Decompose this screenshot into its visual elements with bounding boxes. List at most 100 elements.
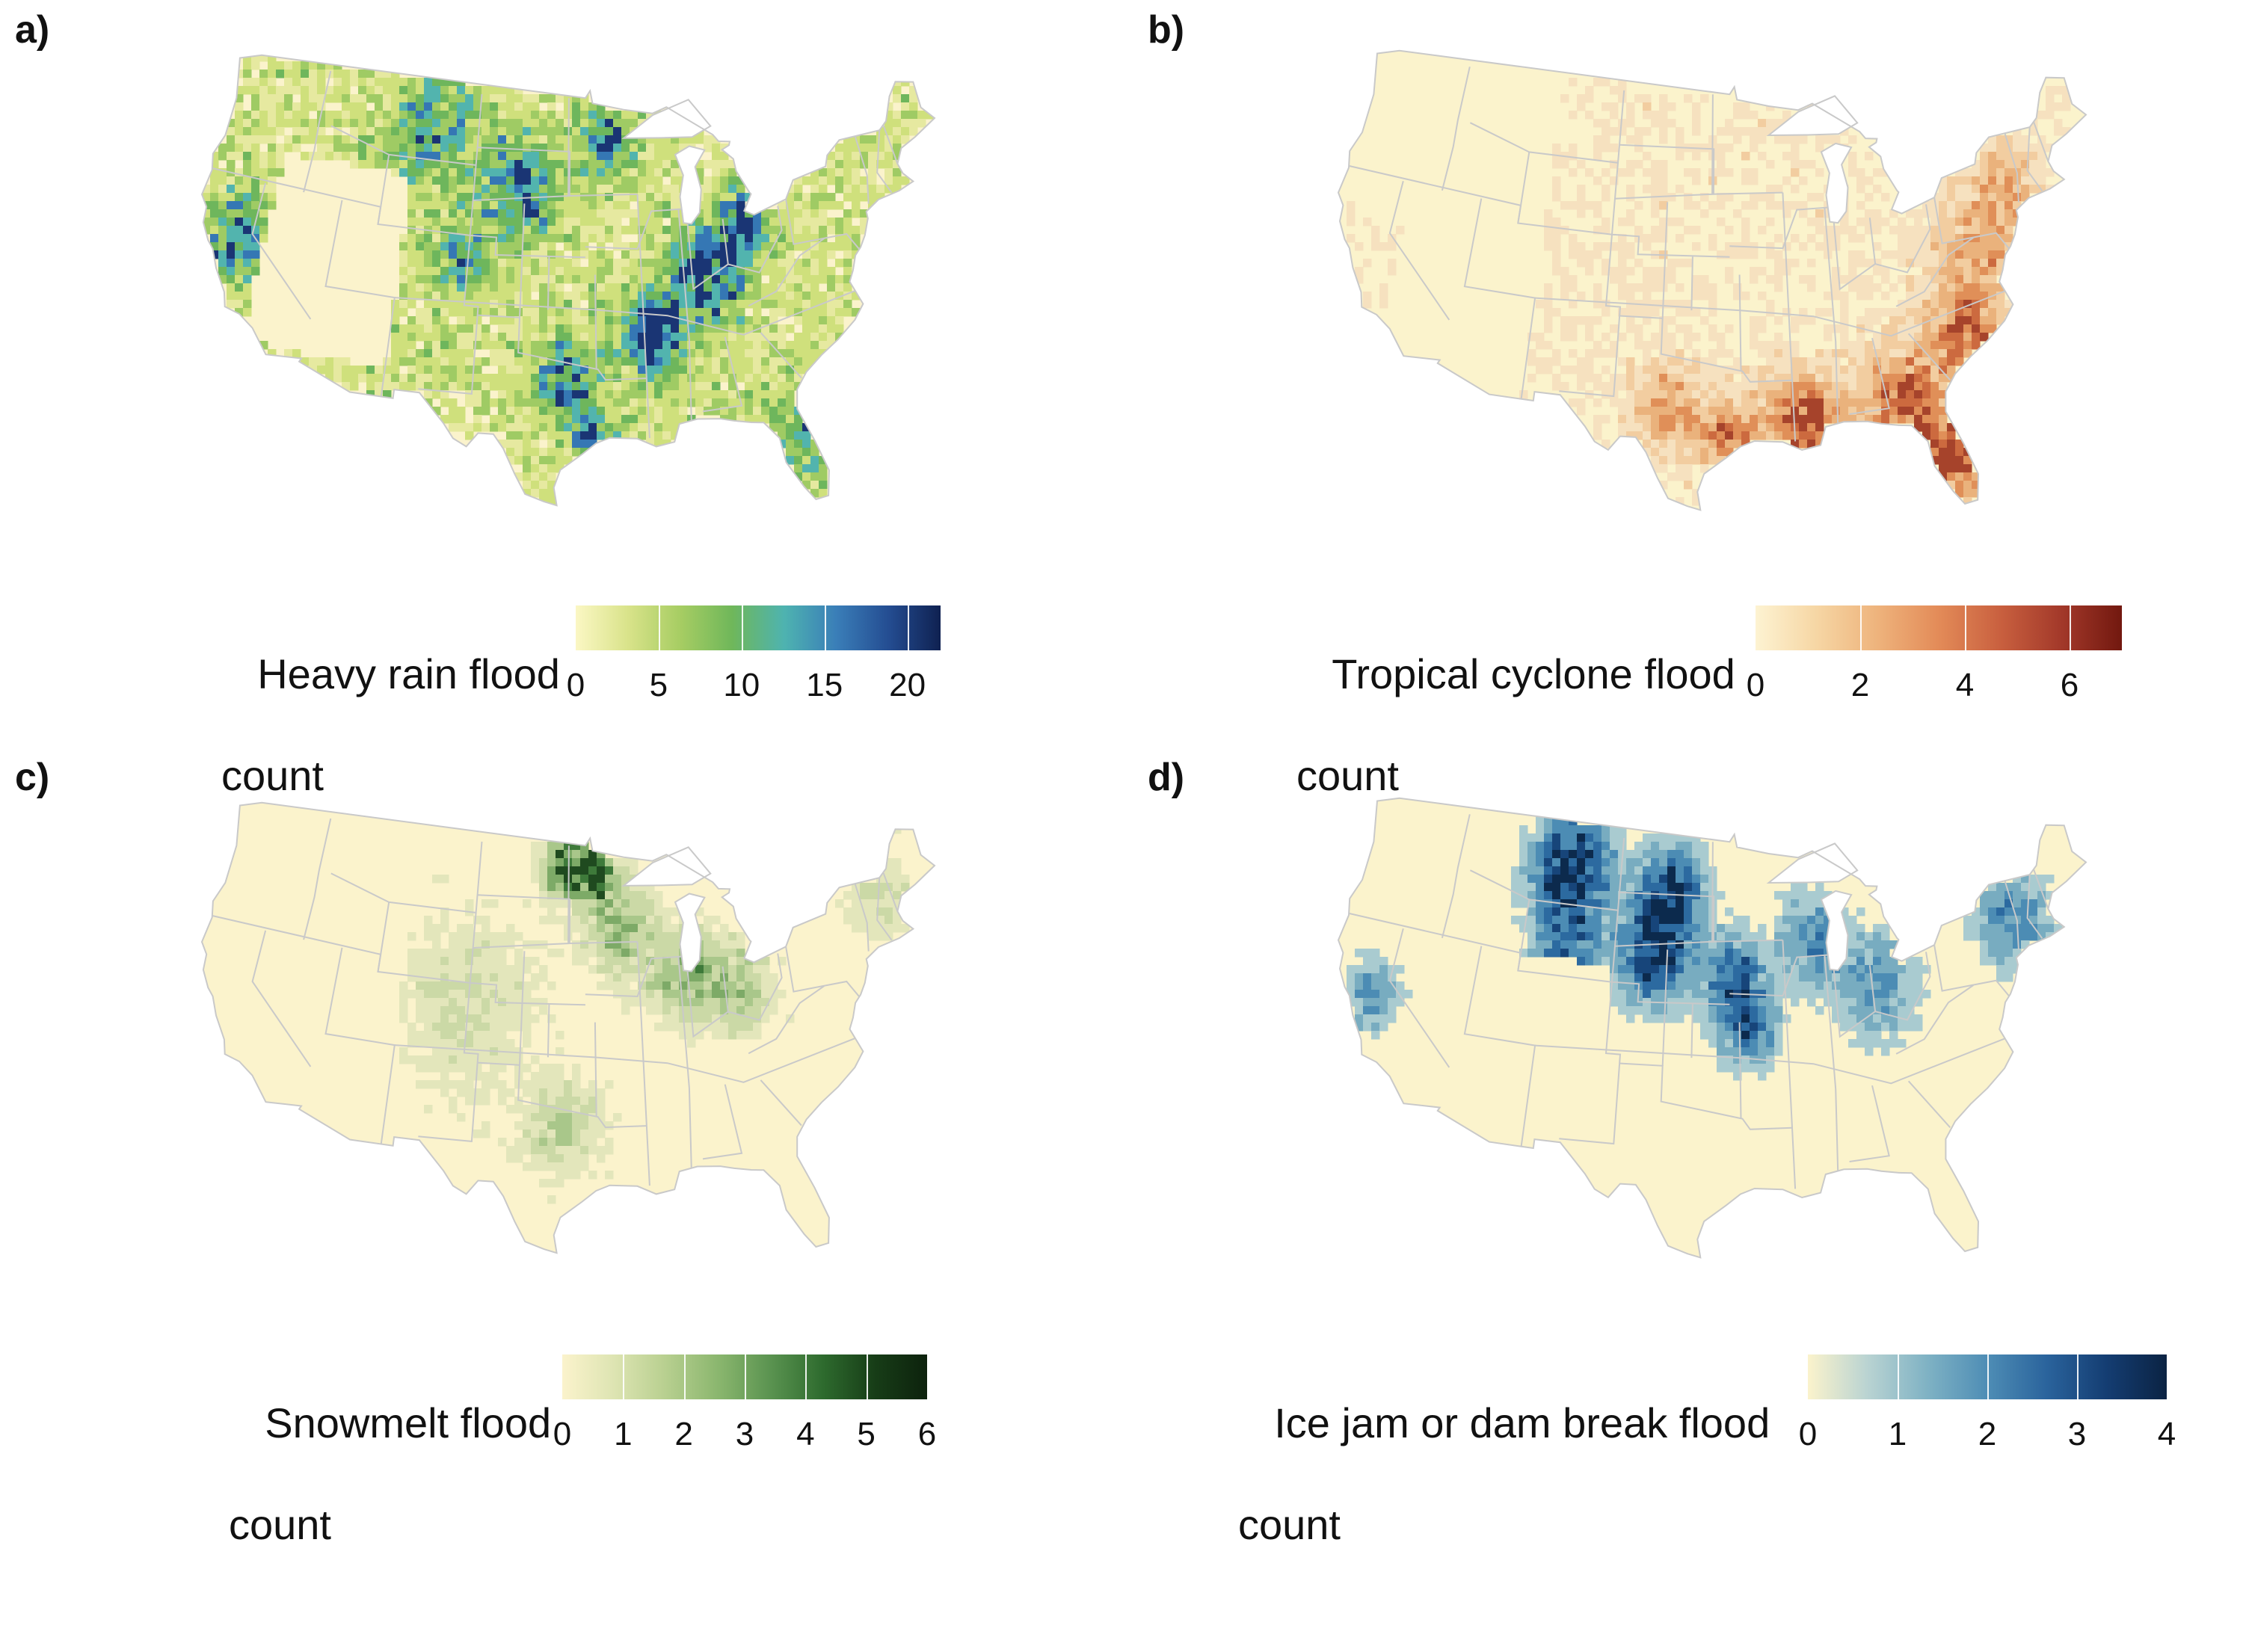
county-cell (794, 283, 803, 292)
county-cell (1856, 382, 1865, 391)
county-cell (835, 201, 844, 210)
county-cell (564, 300, 573, 309)
county-cell (1626, 193, 1635, 202)
county-cell (901, 119, 910, 128)
county-cell (547, 119, 556, 128)
county-cell (457, 152, 466, 161)
county-cell (572, 866, 581, 875)
county-cell (440, 973, 449, 982)
county-cell (1881, 267, 1890, 276)
county-cell (621, 981, 630, 990)
county-cell (621, 431, 630, 440)
county-cell (523, 250, 532, 259)
county-cell (1676, 382, 1684, 391)
county-cell (424, 981, 433, 990)
county-cell (514, 374, 523, 383)
county-cell (292, 78, 301, 87)
county-cell (1692, 407, 1701, 416)
county-cell (1552, 374, 1561, 383)
county-cell (1651, 423, 1660, 432)
county-cell (1750, 267, 1759, 276)
county-cell (687, 242, 696, 251)
county-cell (662, 226, 671, 235)
county-cell (235, 102, 244, 111)
county-cell (268, 152, 277, 161)
county-cell (646, 998, 655, 1007)
county-cell (2021, 152, 2030, 161)
county-cell (868, 168, 877, 177)
county-cell (605, 924, 614, 933)
county-cell (1963, 300, 1972, 309)
county-cell (580, 209, 589, 218)
county-cell (481, 324, 490, 333)
county-cell (712, 160, 721, 169)
county-cell (1930, 431, 1939, 440)
county-cell (1799, 308, 1808, 317)
county-cell (662, 201, 671, 210)
county-cell (1832, 267, 1841, 276)
county-cell (2029, 168, 2038, 177)
county-cell (704, 924, 713, 933)
county-cell (654, 940, 663, 949)
county-cell (432, 275, 441, 284)
county-cell (1791, 390, 1800, 399)
county-cell (473, 176, 482, 185)
county-cell (473, 973, 482, 982)
county-cell (449, 423, 458, 432)
county-cell (671, 185, 680, 194)
county-cell (712, 144, 721, 152)
county-cell (1774, 234, 1783, 243)
county-cell (1676, 497, 1684, 506)
county-cell (539, 324, 548, 333)
county-cell (490, 135, 499, 144)
county-cell (1832, 324, 1841, 333)
county-cell (572, 1121, 581, 1130)
county-cell (407, 119, 416, 128)
county-cell (745, 1031, 754, 1040)
county-cell (778, 324, 787, 333)
county-cell (481, 932, 490, 941)
county-cell (1906, 398, 1915, 407)
county-cell (728, 308, 737, 317)
county-cell (662, 907, 671, 916)
county-cell (597, 1088, 606, 1097)
county-cell (1626, 316, 1635, 325)
county-cell (736, 407, 745, 416)
county-cell (531, 1072, 540, 1081)
county-cell (1684, 341, 1693, 350)
county-cell (1684, 300, 1693, 309)
county-cell (1865, 415, 1874, 424)
county-cell (473, 152, 482, 161)
county-cell (432, 283, 441, 292)
county-cell (465, 250, 474, 259)
county-cell (399, 242, 408, 251)
county-cell (728, 398, 737, 407)
county-cell (884, 866, 893, 875)
county-cell (457, 242, 466, 251)
county-cell (794, 193, 803, 202)
county-cell (769, 390, 778, 399)
county-cell (457, 957, 466, 966)
county-cell (646, 333, 655, 342)
county-cell (695, 324, 704, 333)
county-cell (671, 250, 680, 259)
county-cell (407, 168, 416, 177)
county-cell (416, 135, 425, 144)
county-cell (227, 209, 236, 218)
county-cell (1856, 398, 1865, 407)
county-cell (1569, 144, 1578, 152)
county-cell (728, 201, 737, 210)
county-cell (556, 1121, 564, 1130)
county-cell (506, 209, 515, 218)
county-cell (638, 349, 647, 358)
county-cell (621, 940, 630, 949)
county-cell (547, 357, 556, 366)
county-cell (802, 341, 811, 350)
county-cell (1626, 242, 1635, 251)
county-cell (572, 152, 581, 161)
county-cell (432, 185, 441, 194)
county-cell (778, 308, 787, 317)
county-cell (243, 55, 252, 62)
county-cell (449, 250, 458, 259)
county-cell (1626, 218, 1635, 226)
